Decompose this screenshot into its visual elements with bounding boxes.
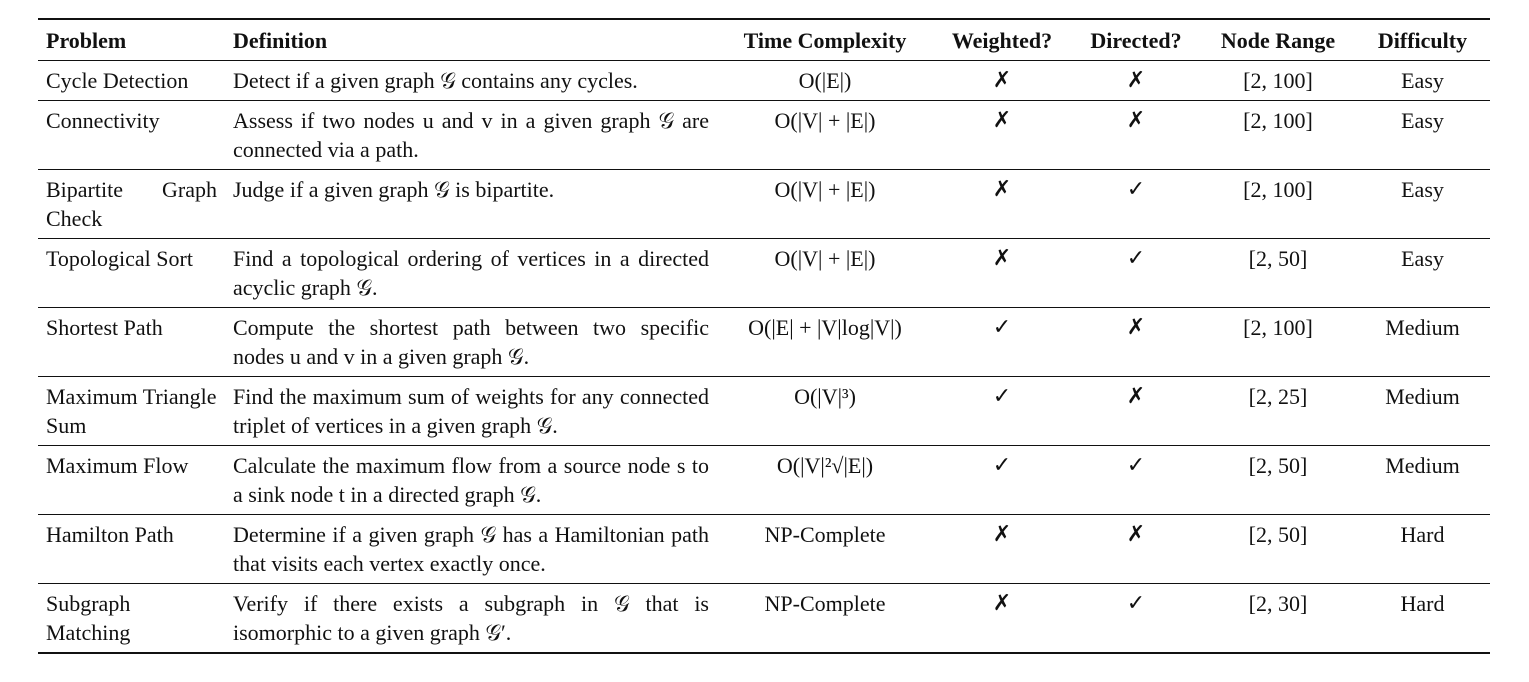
- node-range-cell: [2, 100]: [1243, 108, 1313, 133]
- definition-cell: Find a topological ordering of vertices …: [233, 246, 709, 300]
- table-row: Bipartite Graph Check Judge if a given g…: [38, 170, 1490, 239]
- difficulty-cell: Hard: [1400, 522, 1445, 547]
- node-range-cell: [2, 25]: [1248, 384, 1308, 409]
- definition-cell: Find the maximum sum of weights for any …: [233, 384, 709, 438]
- complexity-cell: O(|E| + |V|log|V|): [748, 315, 902, 340]
- complexity-cell: NP-Complete: [764, 591, 886, 616]
- node-range-cell: [2, 50]: [1248, 453, 1308, 478]
- definition-cell: Detect if a given graph 𝒢 contains any c…: [233, 68, 638, 93]
- table-row: Cycle Detection Detect if a given graph …: [38, 61, 1490, 101]
- directed-cell: ✓: [1126, 246, 1146, 271]
- complexity-cell: O(|V| + |E|): [774, 177, 876, 202]
- definition-cell: Assess if two nodes u and v in a given g…: [233, 108, 709, 162]
- problem-cell: Hamilton Path: [46, 522, 174, 547]
- definition-cell: Judge if a given graph 𝒢 is bipartite.: [233, 177, 555, 202]
- table-body: Cycle Detection Detect if a given graph …: [38, 61, 1490, 653]
- definition-cell: Calculate the maximum flow from a source…: [233, 453, 709, 507]
- problem-cell: Shortest Path: [46, 315, 163, 340]
- header-problem: Problem: [46, 28, 127, 53]
- weighted-cell: ✗: [992, 177, 1012, 202]
- complexity-cell: O(|V|³): [794, 384, 856, 409]
- header-weighted: Weighted?: [951, 28, 1053, 53]
- weighted-cell: ✗: [992, 68, 1012, 93]
- difficulty-cell: Medium: [1385, 453, 1460, 478]
- directed-cell: ✗: [1126, 384, 1146, 409]
- table-row: Maximum Triangle Sum Find the maximum su…: [38, 377, 1490, 446]
- problem-cell: Bipartite Graph Check: [46, 177, 217, 231]
- graph-problems-table-container: Problem Definition Time Complexity Weigh…: [38, 18, 1490, 654]
- table-row: Maximum Flow Calculate the maximum flow …: [38, 446, 1490, 515]
- difficulty-cell: Easy: [1401, 177, 1444, 202]
- directed-cell: ✓: [1126, 453, 1146, 478]
- header-time-complexity: Time Complexity: [743, 28, 907, 53]
- node-range-cell: [2, 50]: [1248, 522, 1308, 547]
- difficulty-cell: Easy: [1401, 68, 1444, 93]
- problem-cell: Maximum Triangle Sum: [46, 384, 217, 438]
- table-row: Shortest Path Compute the shortest path …: [38, 308, 1490, 377]
- directed-cell: ✗: [1126, 315, 1146, 340]
- problem-cell: Subgraph Matching: [46, 591, 131, 645]
- problem-cell: Cycle Detection: [46, 68, 189, 93]
- table-row: Connectivity Assess if two nodes u and v…: [38, 101, 1490, 170]
- problem-cell: Connectivity: [46, 108, 160, 133]
- difficulty-cell: Hard: [1400, 591, 1445, 616]
- node-range-cell: [2, 50]: [1248, 246, 1308, 271]
- header-directed: Directed?: [1090, 28, 1182, 53]
- difficulty-cell: Medium: [1385, 384, 1460, 409]
- complexity-cell: NP-Complete: [764, 522, 886, 547]
- graph-problems-table: Problem Definition Time Complexity Weigh…: [38, 18, 1490, 654]
- table-row: Topological Sort Find a topological orde…: [38, 239, 1490, 308]
- directed-cell: ✓: [1126, 177, 1146, 202]
- weighted-cell: ✓: [992, 315, 1012, 340]
- problem-cell: Maximum Flow: [46, 453, 189, 478]
- difficulty-cell: Medium: [1385, 315, 1460, 340]
- header-row: Problem Definition Time Complexity Weigh…: [38, 19, 1490, 61]
- definition-cell: Verify if there exists a subgraph in 𝒢 t…: [233, 591, 709, 645]
- node-range-cell: [2, 100]: [1243, 177, 1313, 202]
- header-node-range: Node Range: [1220, 28, 1336, 53]
- directed-cell: ✓: [1126, 591, 1146, 616]
- header-difficulty: Difficulty: [1377, 28, 1468, 53]
- table-row: Hamilton Path Determine if a given graph…: [38, 515, 1490, 584]
- table-header: Problem Definition Time Complexity Weigh…: [38, 19, 1490, 61]
- complexity-cell: O(|V| + |E|): [774, 246, 876, 271]
- weighted-cell: ✗: [992, 108, 1012, 133]
- node-range-cell: [2, 30]: [1248, 591, 1308, 616]
- complexity-cell: O(|V| + |E|): [774, 108, 876, 133]
- node-range-cell: [2, 100]: [1243, 68, 1313, 93]
- directed-cell: ✗: [1126, 522, 1146, 547]
- difficulty-cell: Easy: [1401, 108, 1444, 133]
- weighted-cell: ✗: [992, 591, 1012, 616]
- definition-cell: Determine if a given graph 𝒢 has a Hamil…: [233, 522, 709, 576]
- weighted-cell: ✗: [992, 246, 1012, 271]
- table-row: Subgraph Matching Verify if there exists…: [38, 584, 1490, 653]
- header-definition: Definition: [233, 28, 328, 53]
- complexity-cell: O(|V|²√|E|): [776, 453, 874, 478]
- difficulty-cell: Easy: [1401, 246, 1444, 271]
- complexity-cell: O(|E|): [798, 68, 852, 93]
- node-range-cell: [2, 100]: [1243, 315, 1313, 340]
- weighted-cell: ✓: [992, 453, 1012, 478]
- weighted-cell: ✓: [992, 384, 1012, 409]
- directed-cell: ✗: [1126, 68, 1146, 93]
- weighted-cell: ✗: [992, 522, 1012, 547]
- definition-cell: Compute the shortest path between two sp…: [233, 315, 709, 369]
- directed-cell: ✗: [1126, 108, 1146, 133]
- problem-cell: Topological Sort: [46, 246, 193, 271]
